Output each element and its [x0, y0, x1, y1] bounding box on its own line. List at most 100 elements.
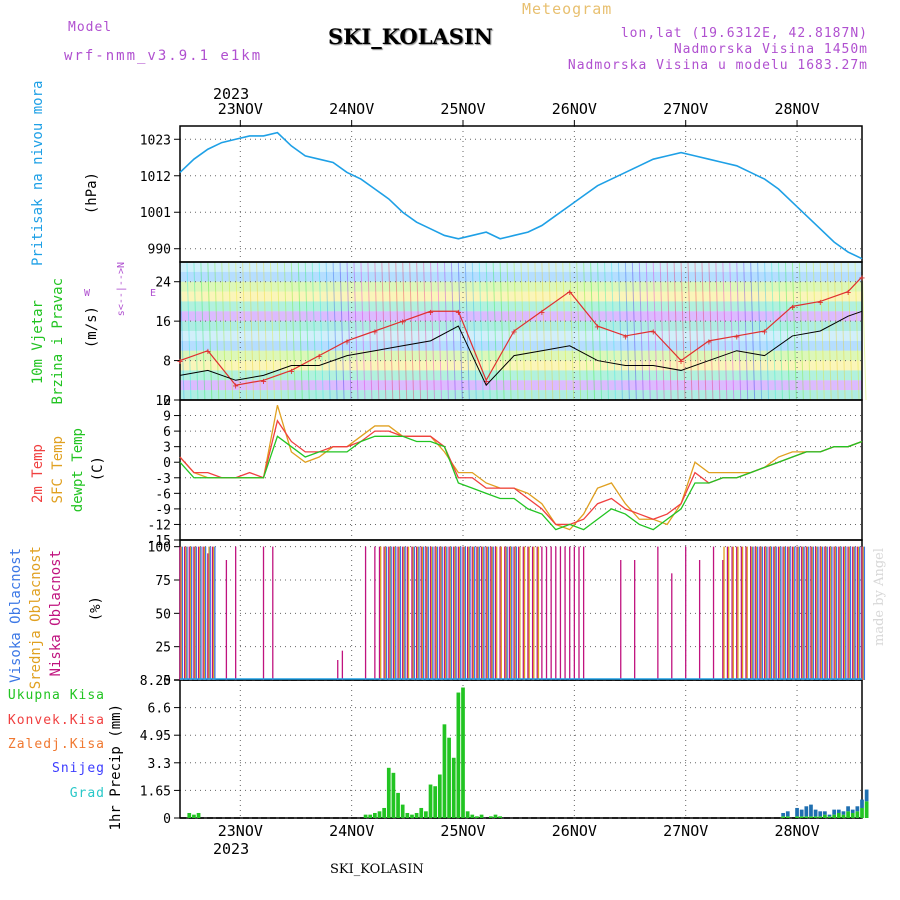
pressure-tick-label: 1012 — [140, 170, 171, 185]
wind-barb-stroke — [318, 261, 324, 401]
wind-barb-stroke — [701, 261, 707, 401]
precip-snow-bar — [818, 811, 823, 817]
wind-barb-stroke — [249, 261, 255, 401]
precip-rain-bar — [860, 807, 864, 818]
legend-snow: Snijeg — [52, 761, 105, 776]
precip-snow-bar — [832, 809, 837, 815]
precip-rain-bar — [391, 772, 396, 818]
wind-barb-stroke — [214, 261, 220, 401]
wind-barb-stroke — [764, 261, 770, 401]
cloud-label-1: Visoka Oblacnost — [8, 548, 24, 683]
wind-barb-stroke — [464, 261, 470, 401]
temp-tick-label: 6 — [163, 425, 171, 440]
wind-barb-stroke — [715, 261, 721, 401]
pressure-tick-label: 1023 — [140, 133, 171, 148]
precip-tick-label: 6.6 — [148, 702, 171, 717]
precip-rain-bar — [386, 767, 391, 818]
precip-rain-bar — [424, 811, 428, 818]
day-label-bottom: 23NOV — [218, 822, 263, 840]
wind-barb-stroke — [221, 261, 227, 401]
precip-rain-bar — [827, 816, 832, 818]
wind-barb-stroke — [534, 261, 540, 401]
cloud-panel-frame — [179, 539, 863, 681]
precip-rain-bar — [823, 814, 827, 818]
day-label-top: 26NOV — [552, 100, 597, 118]
sfc-temp-line — [179, 404, 863, 531]
wind-barb-stroke — [861, 261, 867, 401]
wind-barb-stroke — [269, 261, 275, 401]
precip-unit: 1hr Precip (mm) — [108, 704, 124, 831]
wind-barb-stroke — [833, 261, 839, 401]
wind-barb-stroke — [478, 261, 484, 401]
wind-barb-stroke — [527, 261, 533, 401]
precip-panel-frame — [179, 679, 863, 819]
wind-barb-stroke — [652, 261, 658, 401]
wind-barb-stroke — [256, 261, 262, 401]
footer-station: SKI_KOLASIN — [330, 862, 424, 877]
wind-label-1: 10m Vjetar — [30, 300, 46, 385]
wind-barb-stroke — [562, 261, 568, 401]
wind-barb-stroke — [297, 261, 303, 401]
wind-barb-stroke — [381, 261, 387, 401]
wind-gust-marker: + — [205, 347, 211, 358]
wind-tick-label: 8 — [163, 355, 171, 370]
wind-barb-stroke — [471, 261, 477, 401]
precip-rain-bar — [456, 692, 461, 818]
wind-barb-stroke — [457, 261, 463, 401]
precip-snow-bar — [823, 811, 827, 815]
precip-rain-bar — [841, 814, 846, 818]
precip-rain-bar — [433, 786, 438, 818]
wind-barb-band — [180, 262, 862, 272]
precip-rain-bar — [461, 687, 465, 818]
wind-barb-stroke — [604, 261, 610, 401]
wind-barb-stroke — [757, 261, 763, 401]
wind-barb-stroke — [311, 261, 317, 401]
wind-barb-stroke — [610, 261, 616, 401]
wind-barb-stroke — [395, 261, 401, 401]
precip-rain-bar — [377, 811, 382, 818]
wind-barb-stroke — [207, 261, 213, 401]
wind-barb-stroke — [791, 261, 797, 401]
day-label-bottom: 24NOV — [329, 822, 374, 840]
precip-tick-label: 0 — [163, 812, 171, 827]
wind-barb-stroke — [485, 261, 491, 401]
legend-rain: Ukupna Kisa — [7, 688, 105, 703]
wind-barb-stroke — [409, 261, 415, 401]
cloud-tick-label: 50 — [155, 607, 171, 622]
wind-barb-band — [180, 311, 862, 322]
wind-gust-marker: + — [817, 297, 823, 308]
wind-gust-marker: + — [845, 288, 851, 299]
wind-barb-stroke — [520, 261, 526, 401]
wind-compass-w: W — [84, 288, 91, 299]
precip-snow-bar — [860, 799, 864, 808]
temp-panel-frame — [179, 399, 863, 541]
wind-barb-stroke — [840, 261, 846, 401]
wind-barb-stroke — [304, 261, 310, 401]
cloud-tick-label: 0 — [163, 674, 171, 689]
wind-gust-marker: + — [762, 327, 768, 338]
precip-snow-bar — [813, 809, 818, 817]
temp-label-3: dewpt Temp — [70, 428, 86, 513]
wind-barb-stroke — [645, 261, 651, 401]
wind-barb-stroke — [430, 261, 436, 401]
temp-tick-label: -3 — [155, 472, 171, 487]
legend-hail: Grad — [69, 786, 105, 801]
wind-barb-stroke — [242, 261, 248, 401]
temp-tick-label: -6 — [155, 487, 171, 502]
precip-snow-bar — [836, 809, 841, 813]
chart-type-label: Meteogram — [522, 0, 613, 18]
wind-panel-frame — [179, 261, 863, 401]
temp-tick-label: 12 — [155, 394, 171, 409]
pressure-line — [179, 131, 863, 260]
precip-snow-bar — [809, 804, 813, 817]
wind-barb-stroke — [826, 261, 832, 401]
day-label-top: 24NOV — [329, 100, 374, 118]
precip-rain-bar — [368, 814, 373, 818]
wind-barb-stroke — [590, 261, 596, 401]
wind-barb-stroke — [819, 261, 825, 401]
wind-gust-marker: + — [622, 332, 628, 343]
wind-barb-stroke — [332, 261, 338, 401]
wind-gust-marker: + — [539, 307, 545, 318]
precip-rain-bar — [846, 811, 850, 818]
pressure-panel-frame — [179, 125, 863, 263]
